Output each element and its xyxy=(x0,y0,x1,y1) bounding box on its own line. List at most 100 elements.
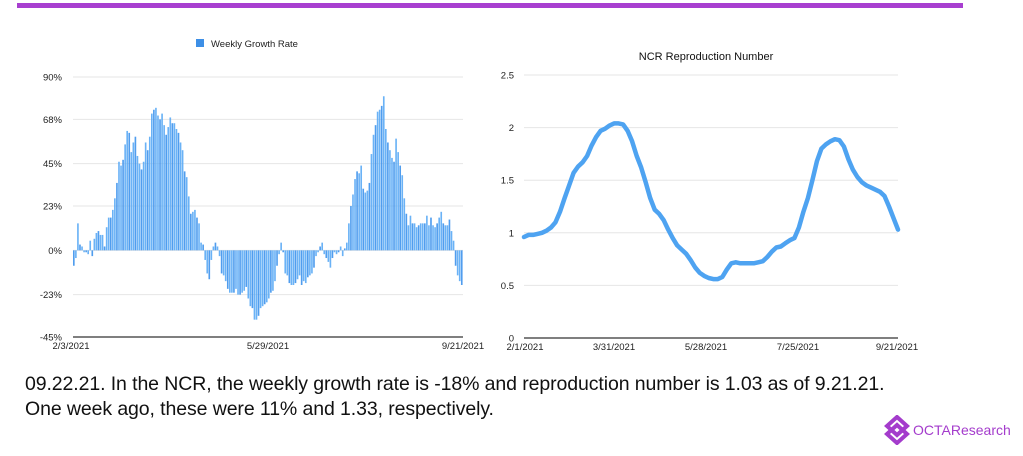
bar xyxy=(251,250,254,309)
bar xyxy=(430,217,432,251)
bar xyxy=(142,161,145,251)
bar xyxy=(413,223,416,251)
bar xyxy=(169,117,172,251)
bar xyxy=(120,165,122,251)
bar xyxy=(165,134,168,251)
bar xyxy=(323,250,326,255)
bar xyxy=(239,250,241,295)
bar xyxy=(95,233,98,251)
bar xyxy=(458,250,461,282)
bar xyxy=(237,250,239,295)
bar xyxy=(309,250,311,276)
bar xyxy=(415,227,418,251)
reproduction-number-chart: NCR Reproduction Number 2.5 2 1.5 1 0.5 0 2/1… xyxy=(501,51,918,353)
bar xyxy=(317,250,319,253)
bar xyxy=(337,250,340,253)
bar xyxy=(456,250,459,276)
bar xyxy=(421,223,424,251)
bar xyxy=(192,211,194,251)
x-tick-label: 7/25/2021 xyxy=(777,342,819,353)
bar xyxy=(333,250,336,253)
y-tick-label: 90% xyxy=(43,73,63,84)
bar xyxy=(200,242,202,251)
bar xyxy=(87,250,90,255)
y-tick-label: 68% xyxy=(43,115,63,126)
bar xyxy=(116,182,118,251)
bar xyxy=(444,225,447,251)
bar xyxy=(327,250,330,262)
x-tick-label: 2/1/2021 xyxy=(507,342,544,353)
caption-line-1: 09.22.21. In the NCR, the weekly growth … xyxy=(25,373,885,395)
bar xyxy=(157,115,159,251)
bar xyxy=(151,113,153,251)
series-line xyxy=(521,121,901,282)
caption-line-2: One week ago, these were 11% and 1.33, r… xyxy=(25,398,494,420)
bar xyxy=(339,246,342,251)
bar xyxy=(364,192,367,251)
bar xyxy=(194,209,196,251)
bar xyxy=(177,132,180,251)
y-tick-label: 2.5 xyxy=(501,71,514,82)
bar xyxy=(134,136,137,251)
bar xyxy=(352,194,354,251)
bar xyxy=(91,250,94,257)
weekly-growth-rate-chart: Weekly Growth Rate 90% 68% 45% 23% 0% -23% -45… xyxy=(40,39,484,352)
bar xyxy=(274,250,276,282)
bar xyxy=(73,250,75,266)
bar xyxy=(417,225,420,251)
bar xyxy=(382,96,385,251)
bar xyxy=(253,250,256,320)
bar xyxy=(173,123,176,251)
bar xyxy=(278,250,280,255)
bar xyxy=(163,125,165,251)
bar xyxy=(243,250,246,291)
bar xyxy=(196,217,198,251)
bar xyxy=(313,250,315,268)
bar xyxy=(216,246,219,251)
bar xyxy=(212,246,215,251)
bar xyxy=(341,250,344,257)
legend-swatch xyxy=(196,39,204,47)
bar xyxy=(385,129,387,251)
bar xyxy=(81,246,83,251)
bar xyxy=(438,217,441,251)
bar xyxy=(89,240,92,251)
bar xyxy=(263,250,266,305)
bar xyxy=(118,161,120,251)
bar xyxy=(292,250,295,285)
bar xyxy=(370,154,373,251)
bar xyxy=(450,231,453,251)
y-tick-label: 23% xyxy=(43,202,63,213)
x-tick-label: 9/21/2021 xyxy=(876,342,918,353)
bar xyxy=(315,250,317,257)
bar xyxy=(136,155,139,251)
bar xyxy=(362,188,365,251)
bar xyxy=(286,250,289,276)
bar xyxy=(350,206,352,251)
bar xyxy=(241,250,243,293)
bar xyxy=(222,250,225,276)
bar xyxy=(85,250,87,253)
bar xyxy=(214,242,217,251)
accent-top-bar xyxy=(17,3,963,8)
bar xyxy=(442,223,445,251)
bar xyxy=(304,250,307,284)
bar xyxy=(224,250,227,282)
bar xyxy=(356,171,358,251)
bar xyxy=(434,227,436,251)
x-tick-label: 2/3/2021 xyxy=(53,341,90,352)
bar xyxy=(374,125,377,251)
bar xyxy=(255,250,258,320)
bar xyxy=(198,223,200,251)
bar xyxy=(411,223,414,251)
bar xyxy=(79,244,81,251)
bar xyxy=(380,105,383,251)
bar xyxy=(432,225,434,251)
bar xyxy=(397,152,399,251)
bar xyxy=(448,219,451,251)
bar xyxy=(331,250,334,259)
y-tick-label: 1.5 xyxy=(501,176,514,187)
x-tick-label: 5/28/2021 xyxy=(685,342,727,353)
bar xyxy=(391,157,393,251)
bar xyxy=(378,109,381,251)
